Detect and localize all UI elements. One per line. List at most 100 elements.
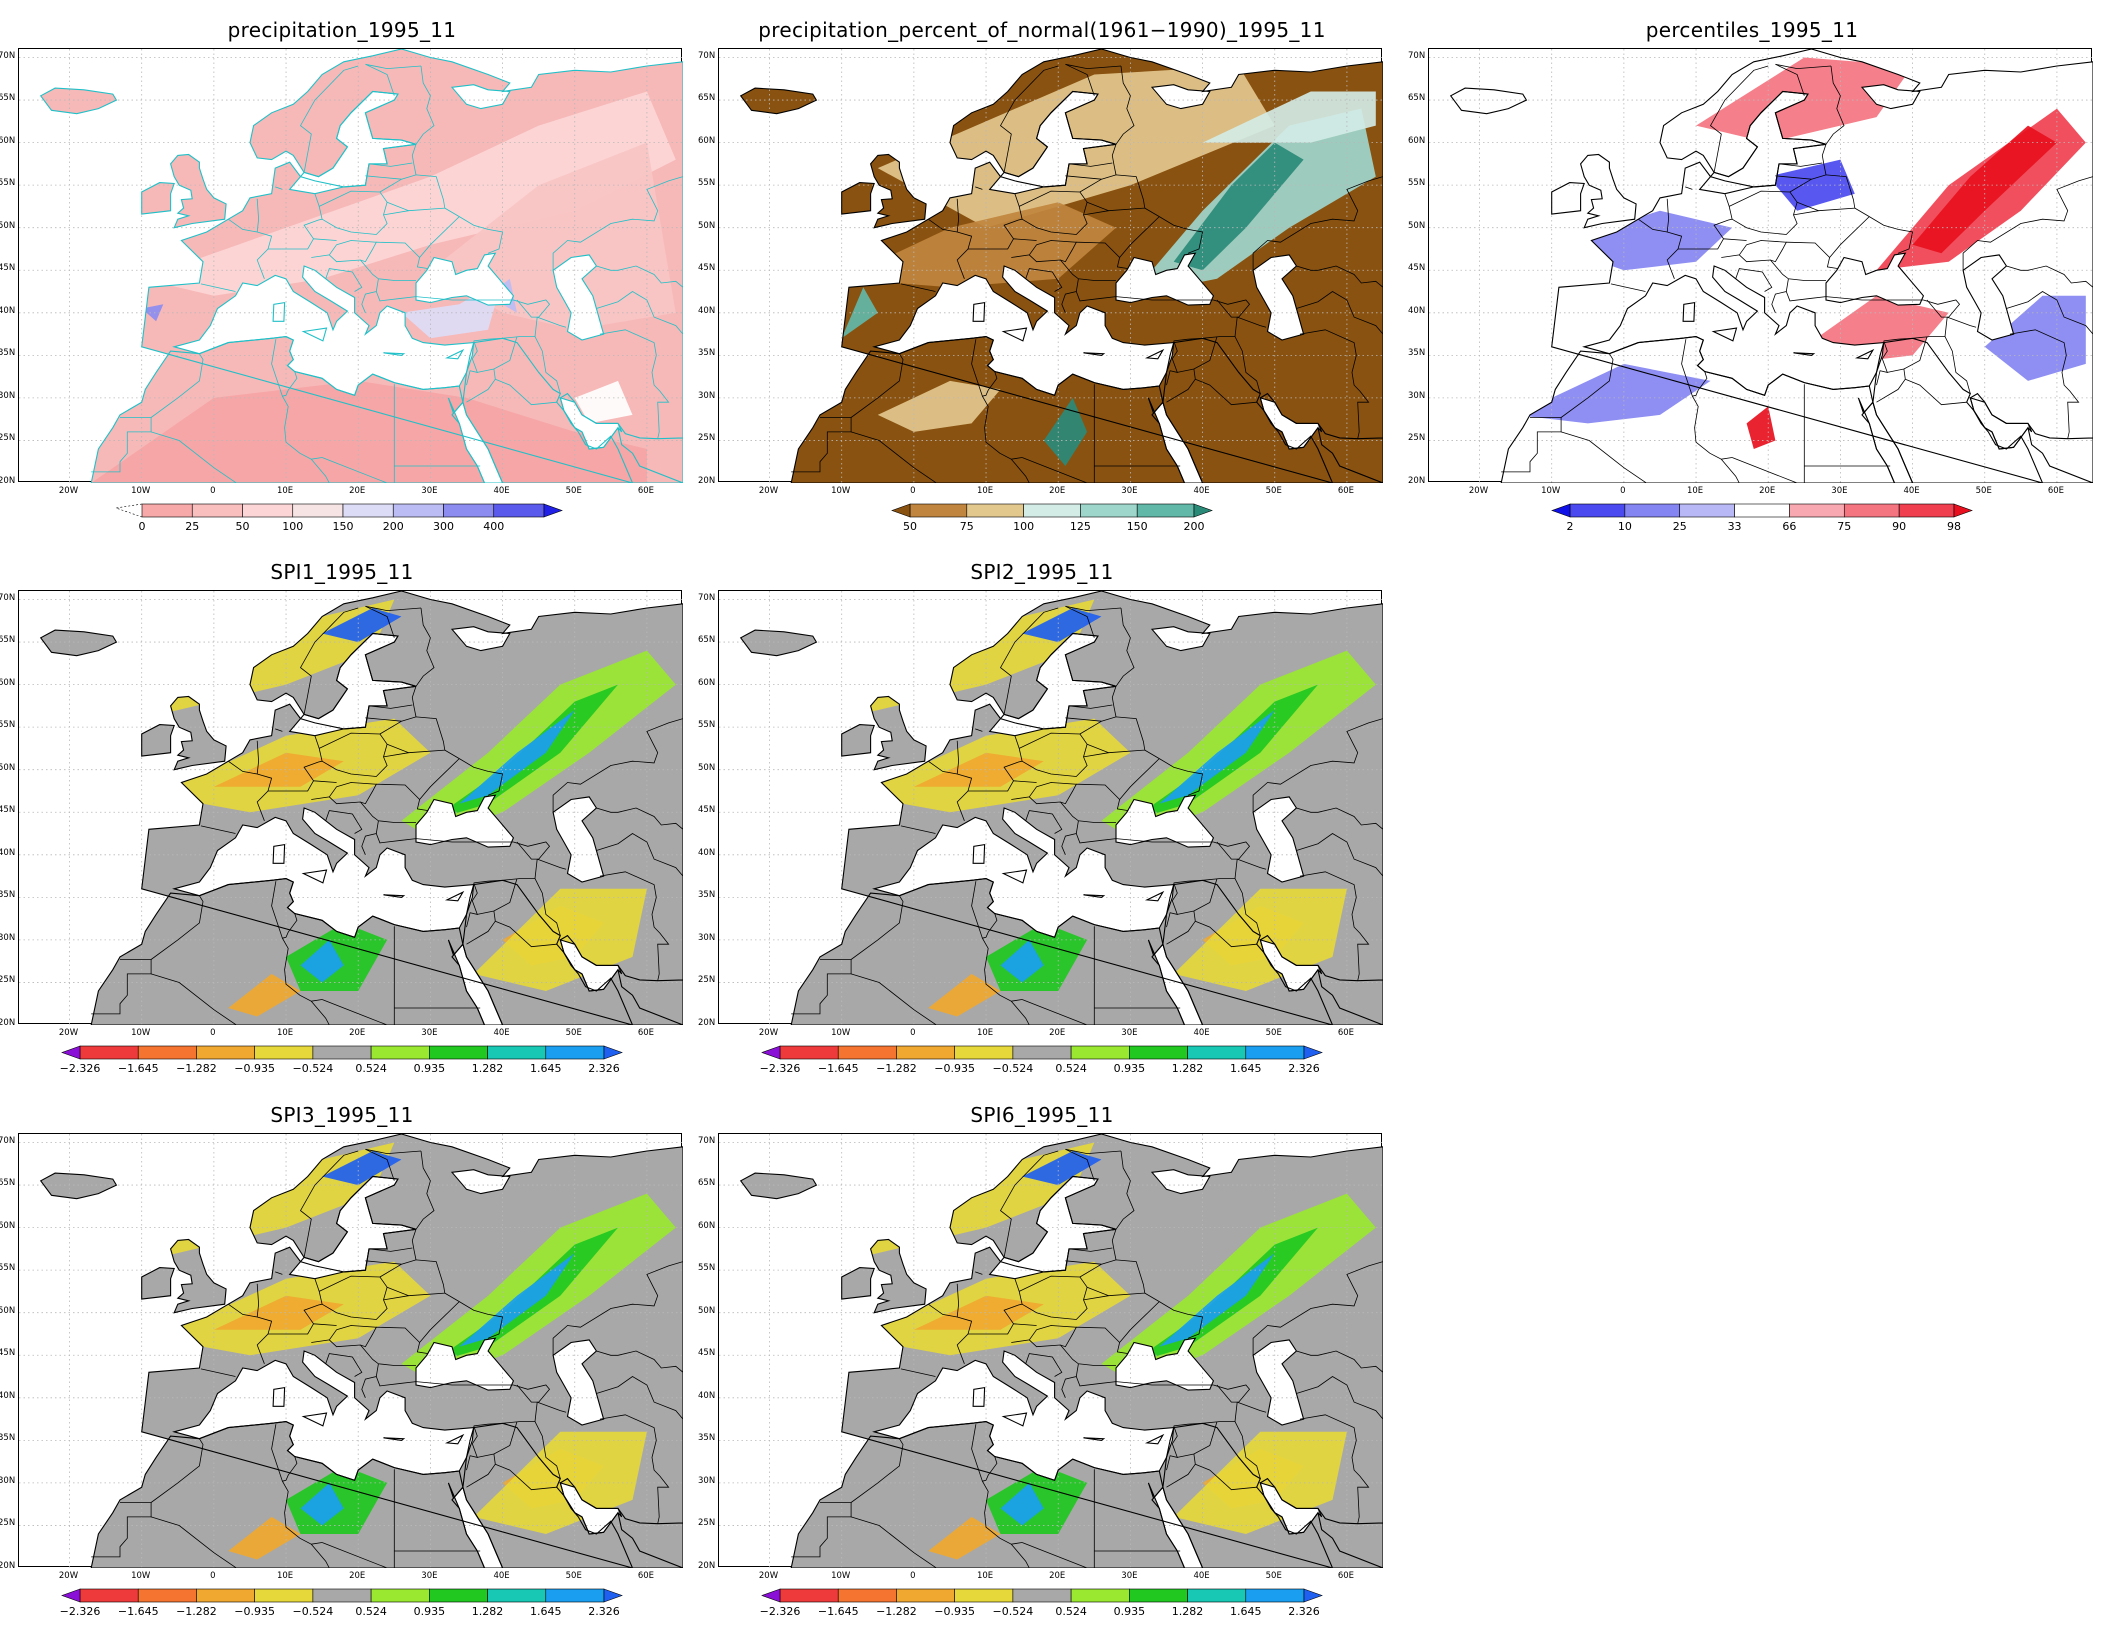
graticule bbox=[19, 1134, 683, 1568]
latitude-label: 35N bbox=[0, 348, 16, 359]
mediterranean-sea-shape bbox=[874, 808, 1174, 938]
black-sea-sea-shape bbox=[1116, 795, 1214, 848]
colorbar-left-arrow bbox=[61, 1045, 81, 1060]
mediterranean-sea-shape bbox=[174, 1351, 474, 1481]
latitude-label: 35N bbox=[0, 890, 16, 901]
latitude-label: 20N bbox=[0, 476, 16, 486]
colorbar-swatch bbox=[487, 1045, 547, 1060]
colorbar-swatch bbox=[312, 1588, 372, 1603]
caspian-sea-shape bbox=[1253, 254, 1304, 340]
field-region bbox=[322, 1151, 402, 1186]
black-sea-sea-shape bbox=[416, 1338, 514, 1391]
latitude-label: 25N bbox=[698, 975, 716, 986]
country-borders bbox=[91, 605, 683, 1025]
longitude-label: 40E bbox=[493, 1028, 510, 1038]
seas bbox=[1584, 84, 2032, 483]
colorbar-tick-label: 10 bbox=[1618, 520, 1632, 533]
colorbar-swatch bbox=[837, 1588, 897, 1603]
colorbar-swatch bbox=[429, 1588, 488, 1603]
map-canvas bbox=[19, 1134, 683, 1568]
latitude-label: 40N bbox=[698, 305, 716, 316]
latitude-label: 45N bbox=[698, 805, 716, 816]
colorbar-swatch bbox=[196, 1045, 255, 1060]
colorbar-tick-label: −0.524 bbox=[993, 1062, 1034, 1075]
colorbar-tick-label: −0.935 bbox=[234, 1062, 275, 1075]
map-canvas bbox=[719, 591, 1383, 1025]
field-region bbox=[322, 608, 402, 643]
colorbar-swatch bbox=[392, 503, 444, 518]
colorbar-tick-label: 90 bbox=[1892, 520, 1906, 533]
seas bbox=[874, 1169, 1322, 1568]
colorbar-swatch bbox=[196, 1588, 255, 1603]
field-region bbox=[1000, 939, 1044, 983]
longitude-label: 10W bbox=[831, 486, 851, 496]
map-canvas bbox=[19, 591, 683, 1025]
colorbar-tick-label: 2.326 bbox=[588, 1605, 620, 1618]
colorbar-swatch bbox=[429, 1045, 488, 1060]
colorbar-tick-label: −0.524 bbox=[293, 1605, 334, 1618]
colorbar: −2.326 −1.645 −1.282 −0.935 −0.524 0.524 0.935… bbox=[0, 1587, 684, 1621]
colorbar-swatch bbox=[292, 503, 344, 518]
colorbar-swatch bbox=[443, 503, 495, 518]
colorbar-swatch bbox=[1136, 503, 1195, 518]
latitude-label: 30N bbox=[698, 390, 716, 401]
longitude-label: 50E bbox=[1265, 1571, 1282, 1581]
caspian-sea-shape bbox=[1963, 254, 2014, 340]
longitude-label: 20W bbox=[58, 486, 79, 496]
latitude-label: 70N bbox=[1408, 50, 1426, 61]
latitude-label: 65N bbox=[698, 1178, 716, 1189]
colorbar-swatch bbox=[896, 1045, 955, 1060]
latitude-label: 60N bbox=[698, 135, 716, 146]
latitude-label: 50N bbox=[698, 1305, 716, 1316]
field-region bbox=[1159, 710, 1275, 804]
field-region bbox=[1022, 1151, 1102, 1186]
latitude-label: 40N bbox=[0, 305, 16, 316]
colorbar-right-arrow bbox=[1303, 1588, 1323, 1603]
longitude-label: 40E bbox=[493, 486, 510, 496]
colorbar-swatch bbox=[1187, 1588, 1247, 1603]
latitude-label: 55N bbox=[698, 1263, 716, 1274]
latitude-label: 40N bbox=[698, 1390, 716, 1401]
field-region bbox=[1043, 397, 1088, 466]
colorbar-tick-label: −1.645 bbox=[818, 1605, 859, 1618]
colorbar-swatch bbox=[137, 1588, 197, 1603]
colorbar-swatch bbox=[1012, 1045, 1072, 1060]
latitude-label: 50N bbox=[0, 1305, 16, 1316]
colorbar-swatch bbox=[1080, 503, 1138, 518]
longitude-label: 0 bbox=[910, 486, 916, 496]
longitude-label: 10W bbox=[131, 1028, 151, 1038]
red-sea-sea-shape bbox=[448, 1482, 503, 1568]
longitude-label: 20E bbox=[349, 1028, 366, 1038]
colorbar-tick-label: 200 bbox=[383, 520, 404, 533]
longitude-label: 20E bbox=[349, 1571, 366, 1581]
longitude-label: 50E bbox=[1265, 486, 1282, 496]
colorbar-tick-label: 75 bbox=[1837, 520, 1851, 533]
caspian-sea-shape bbox=[553, 1339, 604, 1425]
colorbar-tick-label: 100 bbox=[282, 520, 303, 533]
longitude-label: 10W bbox=[1541, 486, 1561, 496]
colorbar-tick-label: 0.935 bbox=[414, 1605, 446, 1618]
field-region bbox=[1159, 1253, 1275, 1347]
latitude-label: 45N bbox=[698, 1348, 716, 1359]
field-region bbox=[300, 1482, 344, 1526]
longitude-label: 0 bbox=[210, 1571, 216, 1581]
colorbar-swatch bbox=[137, 1045, 197, 1060]
longitude-label: 20W bbox=[758, 486, 779, 496]
latitude-label: 35N bbox=[1408, 348, 1426, 359]
colorbar-swatch bbox=[545, 1045, 605, 1060]
colorbar-tick-label: −1.282 bbox=[876, 1062, 917, 1075]
longitude-label: 20E bbox=[1759, 486, 1776, 496]
colorbar-tick-label: 0.935 bbox=[1114, 1605, 1146, 1618]
colorbar-swatch bbox=[79, 1588, 139, 1603]
latitude-label: 25N bbox=[1408, 433, 1426, 444]
colorbar-swatch bbox=[1129, 1588, 1188, 1603]
field-region bbox=[1515, 363, 1711, 424]
latitude-label: 40N bbox=[0, 1390, 16, 1401]
longitude-label: 60E bbox=[1337, 1028, 1354, 1038]
longitude-label: 20E bbox=[349, 486, 366, 496]
longitude-label: 20W bbox=[58, 1571, 79, 1581]
colorbar-tick-label: 0 bbox=[139, 520, 146, 533]
colorbar-swatch bbox=[954, 1588, 1014, 1603]
latitude-label: 30N bbox=[698, 1475, 716, 1486]
map-frame bbox=[718, 590, 1383, 1025]
